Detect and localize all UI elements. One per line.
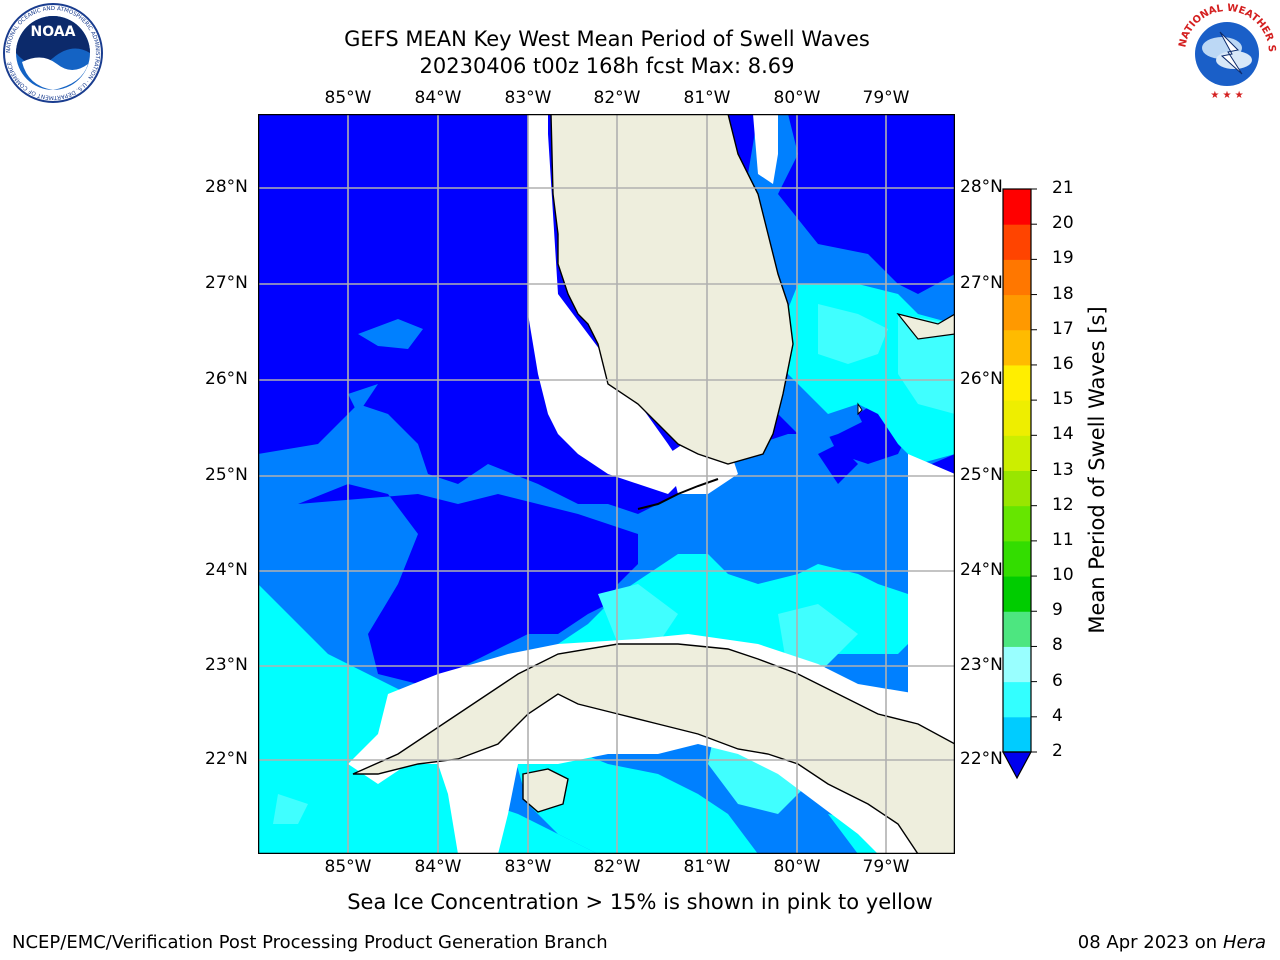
colorbar-segment bbox=[1003, 294, 1031, 331]
colorbar-tick-label: 14 bbox=[1052, 424, 1074, 445]
colorbar-segment bbox=[1003, 716, 1031, 753]
colorbar-tick-label: 19 bbox=[1052, 248, 1074, 269]
lat-label-left-26n: 26°N bbox=[205, 369, 248, 389]
lat-label-left-23n: 23°N bbox=[205, 655, 248, 675]
footer-date-text: 08 Apr 2023 on bbox=[1077, 932, 1223, 953]
colorbar-tick-label: 20 bbox=[1052, 213, 1074, 234]
land-florida bbox=[550, 114, 794, 465]
colorbar-tick-label: 10 bbox=[1052, 565, 1074, 586]
colorbar-tick-label: 21 bbox=[1052, 178, 1074, 198]
lat-label-right-26n: 26°N bbox=[960, 369, 1003, 389]
colorbar-segment bbox=[1003, 224, 1031, 260]
lon-label-top-84w: 84°W bbox=[414, 88, 462, 108]
lon-label-bottom-81w: 81°W bbox=[683, 857, 731, 877]
map-frame bbox=[258, 114, 955, 854]
colorbar-tick-label: 4 bbox=[1052, 705, 1063, 726]
lat-label-right-23n: 23°N bbox=[960, 655, 1003, 675]
colorbar-extend-triangle bbox=[1001, 751, 1033, 780]
colorbar-segment bbox=[1003, 189, 1031, 225]
lat-label-right-28n: 28°N bbox=[960, 177, 1003, 197]
svg-text:★ ★ ★: ★ ★ ★ bbox=[1210, 90, 1243, 101]
lon-label-top-79w: 79°W bbox=[862, 88, 910, 108]
map-gridlines bbox=[258, 114, 955, 854]
land-bahamas bbox=[896, 312, 955, 340]
land-isle-of-youth bbox=[522, 768, 569, 813]
lon-label-bottom-80w: 80°W bbox=[773, 857, 821, 877]
footer-date: 08 Apr 2023 on Hera bbox=[1078, 932, 1266, 953]
lon-label-top-85w: 85°W bbox=[324, 88, 372, 108]
florida-keys bbox=[637, 478, 719, 510]
colorbar-segment bbox=[1003, 364, 1031, 401]
map-panel bbox=[258, 114, 955, 854]
chart-subtitle: 20230406 t00z 168h fcst Max: 8.69 bbox=[419, 54, 795, 78]
lon-label-bottom-79w: 79°W bbox=[862, 857, 910, 877]
colorbar-tick-label: 13 bbox=[1052, 459, 1074, 480]
lat-label-right-22n: 22°N bbox=[960, 749, 1003, 769]
noaa-logo: NATIONAL OCEANIC AND ATMOSPHERIC ADMINIS… bbox=[3, 3, 103, 103]
colorbar-tick-label: 8 bbox=[1052, 635, 1063, 656]
colorbar-segment bbox=[1003, 646, 1031, 683]
colorbar-tick-label: 18 bbox=[1052, 283, 1074, 304]
colorbar bbox=[1001, 188, 1037, 780]
lon-label-bottom-82w: 82°W bbox=[593, 857, 641, 877]
colorbar-label: Mean Period of Swell Waves [s] bbox=[1085, 306, 1109, 634]
lon-label-bottom-85w: 85°W bbox=[324, 857, 372, 877]
lat-label-left-22n: 22°N bbox=[205, 749, 248, 769]
lon-label-top-80w: 80°W bbox=[773, 88, 821, 108]
sea-ice-note: Sea Ice Concentration > 15% is shown in … bbox=[347, 890, 933, 914]
noaa-text: NOAA bbox=[31, 24, 76, 40]
lon-label-top-82w: 82°W bbox=[593, 88, 641, 108]
colorbar-tick-label: 6 bbox=[1052, 670, 1063, 691]
colorbar-tick-label: 2 bbox=[1052, 741, 1063, 761]
colorbar-tick-label: 11 bbox=[1052, 529, 1074, 550]
footer-branch: NCEP/EMC/Verification Post Processing Pr… bbox=[12, 932, 608, 953]
colorbar-tick-label: 12 bbox=[1052, 494, 1074, 515]
lat-label-left-24n: 24°N bbox=[205, 560, 248, 580]
colorbar-segment bbox=[1003, 505, 1031, 542]
lat-label-left-27n: 27°N bbox=[205, 273, 248, 293]
colorbar-segment bbox=[1003, 681, 1031, 718]
colorbar-segment bbox=[1003, 611, 1031, 647]
colorbar-segment bbox=[1003, 259, 1031, 296]
colorbar-segment bbox=[1003, 540, 1031, 577]
colorbar-segment bbox=[1003, 400, 1031, 436]
lon-label-top-81w: 81°W bbox=[683, 88, 731, 108]
colorbar-tick-label: 15 bbox=[1052, 389, 1074, 410]
colorbar-segment bbox=[1003, 470, 1031, 507]
colorbar-segment bbox=[1003, 435, 1031, 471]
footer-machine: Hera bbox=[1222, 932, 1266, 953]
lat-label-right-24n: 24°N bbox=[960, 560, 1003, 580]
lat-label-right-25n: 25°N bbox=[960, 465, 1003, 485]
lat-label-right-27n: 27°N bbox=[960, 273, 1003, 293]
lat-label-left-28n: 28°N bbox=[205, 177, 248, 197]
lon-label-bottom-83w: 83°W bbox=[504, 857, 552, 877]
land-cuba bbox=[352, 643, 955, 854]
colorbar-tick-label: 16 bbox=[1052, 353, 1074, 374]
colorbar-tick-label: 9 bbox=[1052, 600, 1063, 621]
colorbar-segment bbox=[1003, 329, 1031, 366]
lon-label-bottom-84w: 84°W bbox=[414, 857, 462, 877]
chart-title: GEFS MEAN Key West Mean Period of Swell … bbox=[344, 27, 870, 51]
nws-logo: NATIONAL WEATHER SERVICE ★ ★ ★ bbox=[1176, 2, 1277, 102]
lat-label-left-25n: 25°N bbox=[205, 465, 248, 485]
colorbar-tick-label: 17 bbox=[1052, 318, 1074, 339]
colorbar-segment bbox=[1003, 576, 1031, 612]
lon-label-top-83w: 83°W bbox=[504, 88, 552, 108]
